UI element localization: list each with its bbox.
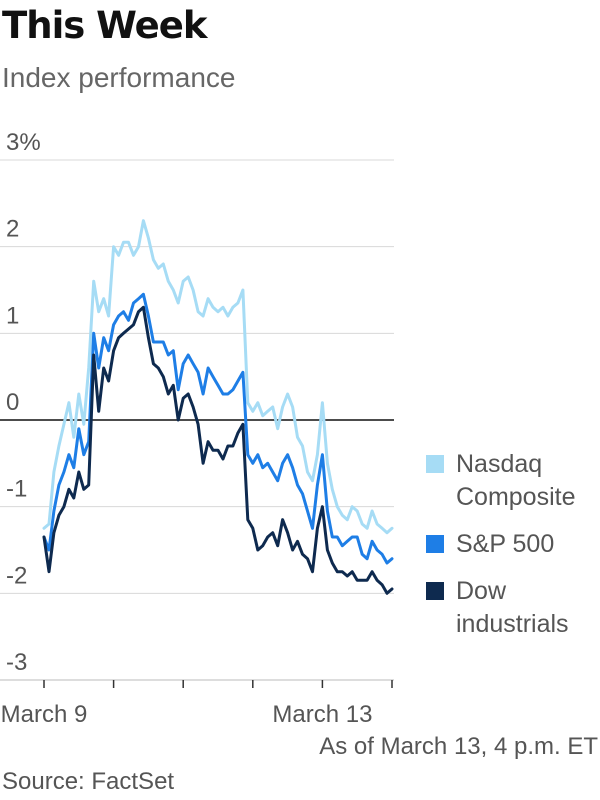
series-line-1 [42, 219, 394, 535]
source-note: Source: FactSet [2, 768, 175, 795]
y-tick-label: 1 [6, 302, 19, 329]
legend-item-sp500: S&P 500 [426, 528, 600, 561]
y-tick-label: -3 [6, 649, 27, 676]
chart-subtitle: Index performance [2, 62, 236, 93]
legend: Nasdaq Composite S&P 500 Dow industrials [426, 448, 600, 655]
legend-item-dow: Dow industrials [426, 575, 600, 641]
legend-label-sp500: S&P 500 [456, 530, 555, 558]
chart-title: This Week [2, 4, 207, 47]
legend-item-nasdaq: Nasdaq Composite [426, 448, 600, 514]
timestamp-note: As of March 13, 4 p.m. ET [319, 733, 598, 760]
x-tick-label: March 13 [272, 701, 372, 728]
legend-swatch-nasdaq [426, 455, 444, 473]
series-line-3 [42, 305, 394, 595]
y-tick-label: -1 [6, 476, 27, 503]
y-tick-label: 3% [6, 129, 41, 156]
x-tick-label: March 9 [1, 701, 88, 728]
legend-swatch-sp500 [426, 535, 444, 553]
y-tick-label: 2 [6, 216, 19, 243]
legend-label-nasdaq: Nasdaq Composite [456, 450, 576, 511]
series-line-2 [42, 292, 394, 565]
line-chart: 3% 2 1 0 -1 -2 -3 March 9 March 13 [0, 129, 394, 728]
legend-label-dow: Dow industrials [456, 577, 569, 638]
legend-swatch-dow [426, 582, 444, 600]
y-tick-label: 0 [6, 389, 19, 416]
y-tick-label: -2 [6, 562, 27, 589]
